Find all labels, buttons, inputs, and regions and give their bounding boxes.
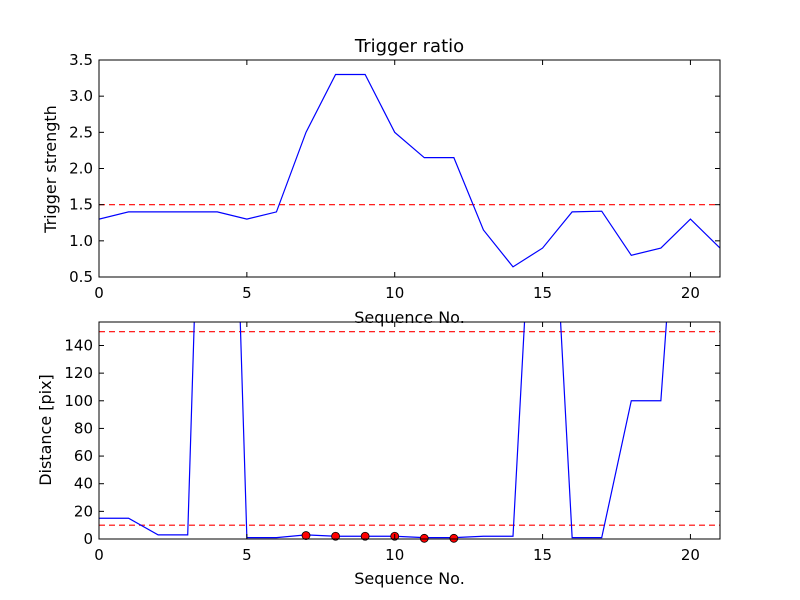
data-point-marker	[301, 531, 311, 540]
y-tick-label: 40	[74, 475, 93, 493]
y-tick-label: 0.5	[69, 268, 93, 286]
axes-frame	[98, 59, 721, 278]
y-tick-label: 120	[64, 364, 93, 382]
trigger-ratio-panel: Trigger ratio Sequence No. Trigger stren…	[41, 36, 721, 327]
x-tick-label: 15	[533, 284, 552, 302]
x-tick-label: 0	[94, 546, 104, 564]
y-tick-label: 100	[64, 392, 93, 410]
plot-area	[99, 73, 720, 268]
series-line	[99, 322, 668, 539]
y-tick-label: 2.0	[69, 160, 93, 178]
y-tick-label: 2.5	[69, 123, 93, 141]
y-axis-label: Trigger strength	[41, 105, 60, 234]
data-point-marker	[360, 531, 370, 541]
plot-area	[99, 322, 720, 539]
data-point-marker	[419, 533, 429, 543]
series-line	[99, 73, 720, 268]
x-tick-label: 5	[242, 546, 252, 564]
distance-panel: Sequence No. Distance [pix] 0 5 10 15 20 0 20 4…	[36, 321, 721, 588]
y-tick-label: 80	[74, 419, 93, 437]
axes-frame	[98, 321, 721, 540]
x-tick-label: 10	[385, 546, 404, 564]
x-tick-label: 10	[385, 284, 404, 302]
x-tick-label: 0	[94, 284, 104, 302]
x-tick-label: 20	[681, 284, 700, 302]
data-point-marker	[449, 533, 459, 543]
x-tick-label: 15	[533, 546, 552, 564]
y-tick-label: 20	[74, 502, 93, 520]
y-tick-label: 3.5	[69, 51, 93, 69]
y-tick-label: 3.0	[69, 87, 93, 105]
x-tick-label: 20	[681, 546, 700, 564]
y-axis-label: Distance [pix]	[36, 374, 55, 486]
data-point-marker	[331, 531, 340, 541]
y-tick-label: 1.5	[69, 196, 93, 214]
y-tick-label: 0	[83, 530, 93, 548]
x-axis-label: Sequence No.	[354, 569, 465, 588]
x-tick-label: 5	[242, 284, 252, 302]
x-axis-label: Sequence No.	[354, 308, 465, 327]
chart-title: Trigger ratio	[354, 36, 464, 57]
y-tick-label: 140	[64, 336, 93, 354]
y-tick-label: 1.0	[69, 232, 93, 250]
y-tick-label: 60	[74, 447, 93, 465]
